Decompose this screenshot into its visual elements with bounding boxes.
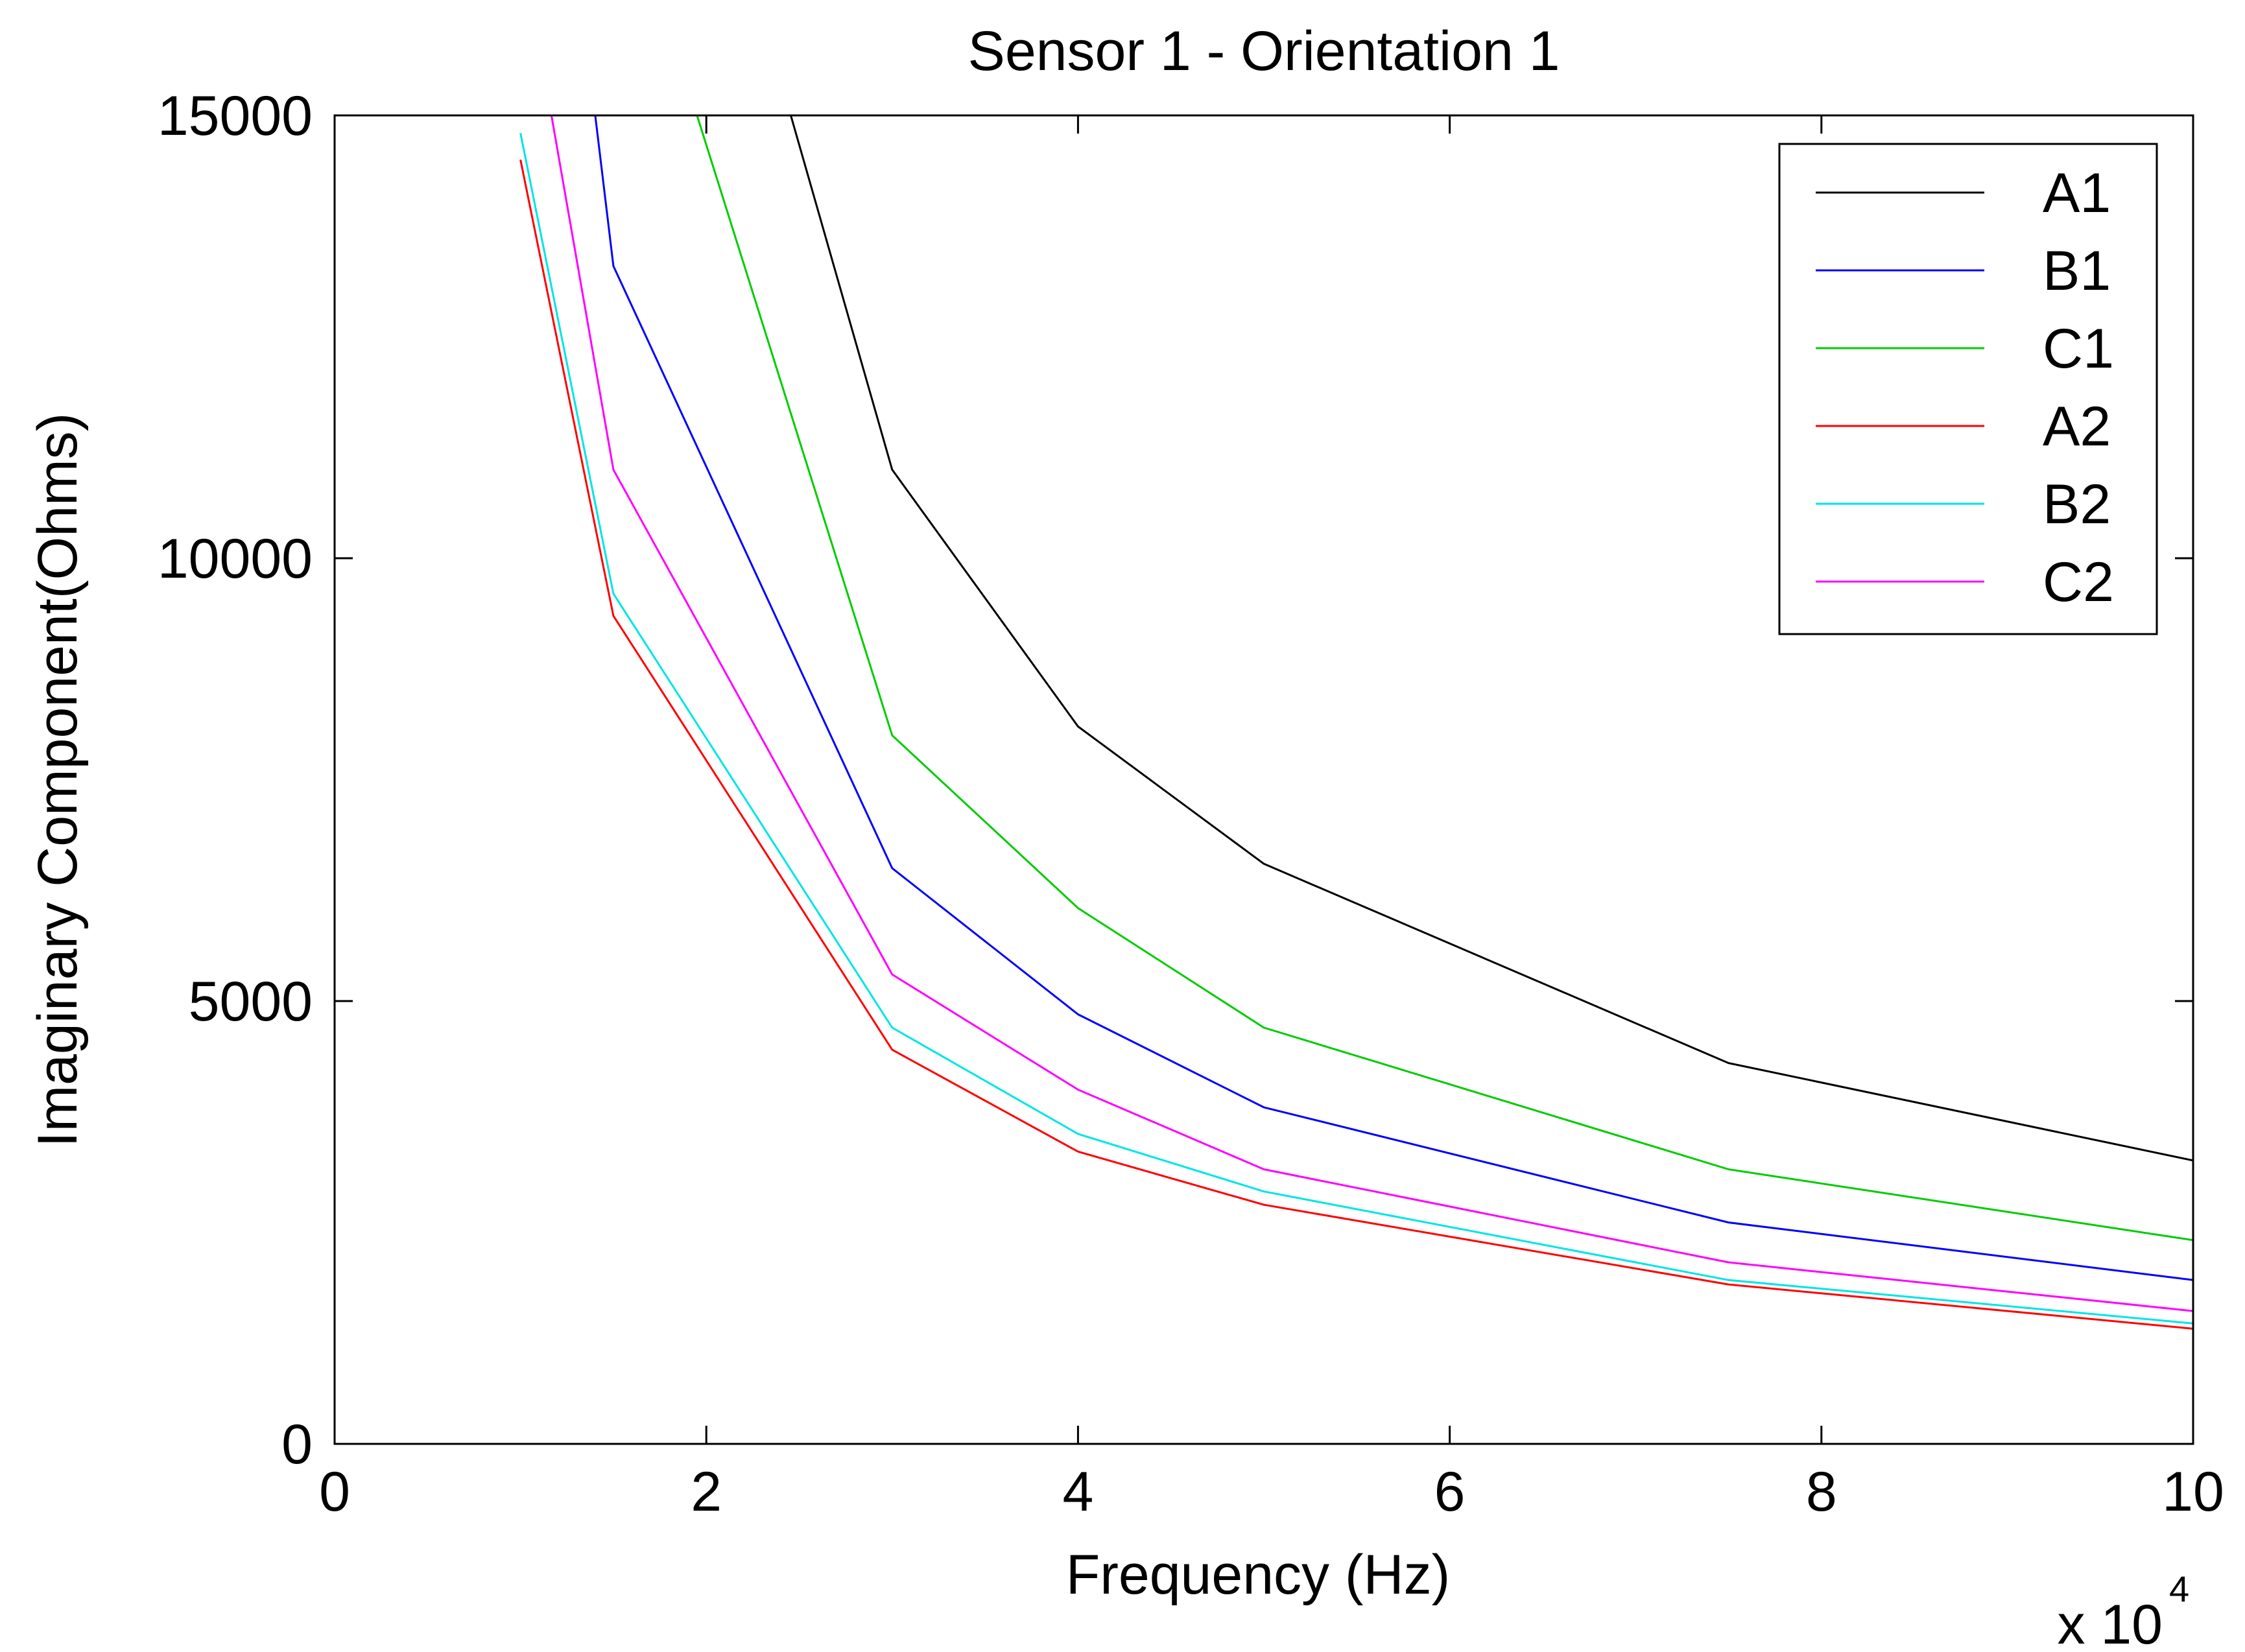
series-line-b2 [519, 133, 2193, 1325]
x-axis-label: Frequency (Hz) [1066, 1544, 1451, 1606]
x-axis-multiplier-exponent: 4 [2169, 1568, 2189, 1609]
legend-entry-a1: A1 [1816, 162, 2111, 224]
series-layer [519, 115, 2193, 1330]
y-tick-label: 0 [281, 1413, 313, 1476]
legend-label: A1 [2043, 162, 2111, 224]
y-tick-label: 10000 [158, 528, 313, 590]
y-axis-label: Imaginary Component(Ohms) [27, 413, 89, 1148]
series-line-c2 [550, 115, 2193, 1312]
x-tick-label: 0 [319, 1461, 350, 1523]
x-axis-multiplier: x 10 [2057, 1594, 2163, 1652]
chart-title: Sensor 1 - Orientation 1 [968, 20, 1560, 82]
x-tick-label: 4 [1062, 1461, 1093, 1523]
legend: A1 B1 C1 A2 B2 C2 [1778, 143, 2158, 635]
legend-label: B1 [2043, 240, 2111, 302]
legend-box [1778, 143, 2158, 635]
legend-entry-c2: C2 [1816, 551, 2114, 613]
legend-label: C1 [2043, 318, 2114, 380]
series-line-c1 [696, 115, 2193, 1242]
x-tick-label: 2 [691, 1461, 722, 1523]
y-tick-label: 15000 [158, 85, 313, 147]
y-tick-label: 5000 [189, 971, 313, 1033]
legend-entry-b1: B1 [1816, 240, 2111, 302]
series-line-b1 [594, 115, 2193, 1281]
legend-label: A2 [2043, 395, 2111, 458]
legend-entry-c1: C1 [1816, 318, 2114, 380]
legend-entry-b2: B2 [1816, 473, 2111, 536]
plot-area-frame [333, 114, 2194, 1445]
axis-ticks: 0 2 4 6 8 10 0 5000 10000 15000 [158, 85, 2224, 1523]
legend-label: C2 [2043, 551, 2114, 613]
series-line-a2 [519, 159, 2193, 1330]
x-tick-label: 10 [2162, 1461, 2224, 1523]
x-multiplier-base: x 10 [2057, 1594, 2163, 1652]
series-line-a1 [789, 115, 2193, 1162]
x-tick-label: 8 [1806, 1461, 1837, 1523]
legend-label: B2 [2043, 473, 2111, 536]
x-tick-label: 6 [1434, 1461, 1466, 1523]
legend-entry-a2: A2 [1816, 395, 2111, 458]
